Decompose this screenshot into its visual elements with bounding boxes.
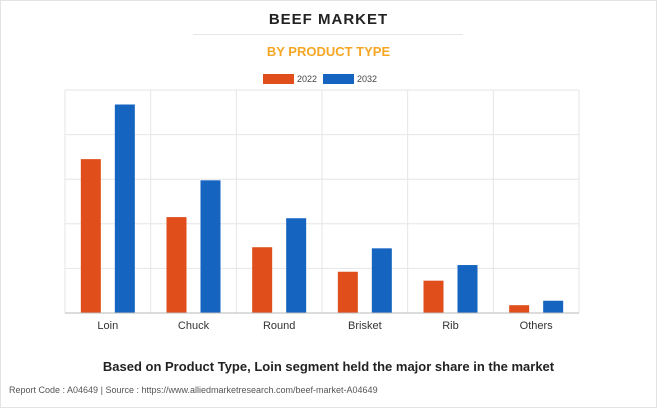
x-tick-label-round: Round xyxy=(263,320,295,332)
bar-loin-2032 xyxy=(114,104,135,314)
source-link[interactable]: Source : https://www.alliedmarketresearc… xyxy=(105,385,378,395)
footer: Report Code : A04649 | Source : https://… xyxy=(9,385,378,395)
x-tick-label-chuck: Chuck xyxy=(178,320,210,332)
legend-item-2022[interactable]: 2022 xyxy=(263,74,317,84)
x-tick-label-brisket: Brisket xyxy=(348,320,382,332)
footer-separator: | xyxy=(100,385,103,395)
legend-swatch-2032 xyxy=(323,74,355,84)
bar-others-2032 xyxy=(543,300,564,313)
x-tick-label-others: Others xyxy=(520,320,554,332)
legend[interactable]: 2022 2032 xyxy=(263,72,383,86)
bar-chart: Loin Chuck Round Brisket Rib Others xyxy=(64,89,580,332)
bar-loin-2022 xyxy=(80,159,101,313)
bar-rib-2022 xyxy=(423,280,444,313)
bar-chuck-2032 xyxy=(200,180,221,313)
chart-caption: Based on Product Type, Loin segment held… xyxy=(102,359,555,374)
chart-title: BEEF MARKET xyxy=(268,11,389,28)
bar-others-2022 xyxy=(509,305,530,313)
legend-item-2032[interactable]: 2032 xyxy=(323,74,377,84)
x-tick-label-rib: Rib xyxy=(442,320,459,332)
legend-label-2022: 2022 xyxy=(297,74,318,84)
bar-brisket-2032 xyxy=(371,248,392,313)
legend-label-2032: 2032 xyxy=(357,74,378,84)
bar-round-2032 xyxy=(286,218,307,313)
bar-brisket-2022 xyxy=(337,271,358,313)
bar-round-2022 xyxy=(252,247,273,313)
report-code: Report Code : A04649 xyxy=(9,385,99,395)
chart-subtitle: BY PRODUCT TYPE xyxy=(266,44,391,59)
bar-rib-2032 xyxy=(457,265,478,313)
x-tick-label-loin: Loin xyxy=(97,320,118,332)
legend-swatch-2022 xyxy=(263,74,294,84)
bar-chuck-2022 xyxy=(166,217,187,313)
title-divider xyxy=(193,34,463,35)
